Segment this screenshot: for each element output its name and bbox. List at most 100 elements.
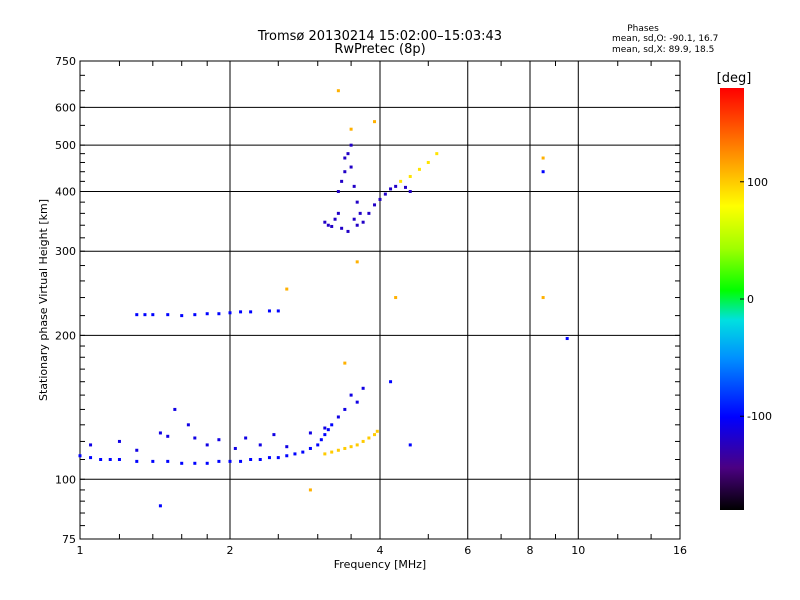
data-point <box>323 220 327 224</box>
data-point <box>349 143 353 147</box>
data-point <box>373 203 377 207</box>
data-point <box>89 443 93 447</box>
y-axis-label: Stationary phase Virtual Height [km] <box>37 199 50 401</box>
data-point <box>308 488 312 492</box>
y-axis-ticks: 75 100 200 300 400 500 600 750 <box>55 55 76 546</box>
data-point <box>383 192 387 196</box>
data-point <box>166 459 170 463</box>
data-point <box>336 211 340 215</box>
data-point <box>408 174 412 178</box>
data-point <box>336 415 340 419</box>
data-point <box>193 313 197 317</box>
data-point <box>151 313 155 317</box>
data-point <box>355 200 359 204</box>
data-point <box>108 457 112 461</box>
data-point <box>541 296 545 300</box>
x-tick-label: 1 <box>77 544 84 557</box>
data-point <box>217 438 221 442</box>
data-point <box>228 311 232 315</box>
y-tick-label: 400 <box>55 185 76 198</box>
data-point <box>355 443 359 447</box>
x-tick-label: 8 <box>527 544 534 557</box>
data-point <box>565 337 569 341</box>
x-axis-ticks: 1 2 4 6 8 10 16 <box>77 544 688 557</box>
x-tick-label: 2 <box>227 544 234 557</box>
data-point <box>193 461 197 465</box>
data-point <box>217 459 221 463</box>
colorbar: [deg] 100 0 -100 <box>717 71 772 510</box>
data-point <box>346 152 350 156</box>
data-point <box>285 454 289 458</box>
data-point <box>349 127 353 131</box>
data-point <box>276 456 280 460</box>
colorbar-tick-label: 0 <box>747 293 754 306</box>
data-point <box>355 260 359 264</box>
y-tick-label: 750 <box>55 55 76 68</box>
data-point <box>389 187 393 191</box>
data-point <box>249 310 253 314</box>
data-point <box>343 446 347 450</box>
data-point <box>135 448 139 452</box>
y-tick-label: 75 <box>62 533 76 546</box>
data-point <box>330 224 334 228</box>
x-tick-label: 16 <box>673 544 687 557</box>
data-point <box>349 393 353 397</box>
data-point <box>323 452 327 456</box>
data-point <box>394 296 398 300</box>
data-point <box>89 456 93 460</box>
data-point <box>293 452 297 456</box>
data-point <box>151 459 155 463</box>
data-point <box>330 450 334 454</box>
y-tick-label: 500 <box>55 139 76 152</box>
data-point <box>378 197 382 201</box>
data-point <box>272 433 276 437</box>
data-point <box>267 309 271 313</box>
data-point <box>78 454 82 458</box>
data-point <box>336 448 340 452</box>
data-point <box>373 120 377 124</box>
data-point <box>308 446 312 450</box>
data-point <box>316 443 320 447</box>
stats-heading: Phases <box>627 24 659 34</box>
data-point <box>343 361 347 365</box>
data-point <box>399 179 403 183</box>
colorbar-tick-label: 100 <box>747 176 768 189</box>
y-tick-label: 100 <box>55 473 76 486</box>
y-tick-label: 300 <box>55 245 76 258</box>
data-point <box>346 229 350 233</box>
data-point <box>375 429 379 433</box>
data-point <box>323 433 327 437</box>
data-point <box>403 185 407 189</box>
data-point <box>361 439 365 443</box>
data-point <box>205 461 209 465</box>
data-point <box>158 504 162 508</box>
data-point <box>426 160 430 164</box>
data-point <box>166 434 170 438</box>
data-point <box>285 287 289 291</box>
data-point <box>228 459 232 463</box>
data-point <box>343 407 347 411</box>
data-point <box>541 170 545 174</box>
data-point <box>249 457 253 461</box>
colorbar-tick-label: -100 <box>747 410 772 423</box>
data-point <box>435 152 439 156</box>
data-point <box>394 184 398 188</box>
data-point <box>135 459 139 463</box>
stats-line-o: mean, sd,O: -90.1, 16.7 <box>612 34 718 44</box>
data-point <box>180 461 184 465</box>
grid-lines <box>80 61 680 539</box>
y-tick-label: 600 <box>55 101 76 114</box>
data-point <box>258 457 262 461</box>
data-point <box>352 184 356 188</box>
data-point <box>355 223 359 227</box>
data-point <box>205 443 209 447</box>
data-point <box>340 226 344 230</box>
chart-title: Tromsø 20130214 15:02:00–15:03:43 <box>257 29 502 44</box>
data-point <box>301 450 305 454</box>
chart-subtitle: RwPretec (8p) <box>334 42 425 57</box>
data-point <box>205 312 209 316</box>
data-points <box>78 89 569 508</box>
data-point <box>373 433 377 437</box>
data-point <box>408 189 412 193</box>
data-point <box>239 459 243 463</box>
